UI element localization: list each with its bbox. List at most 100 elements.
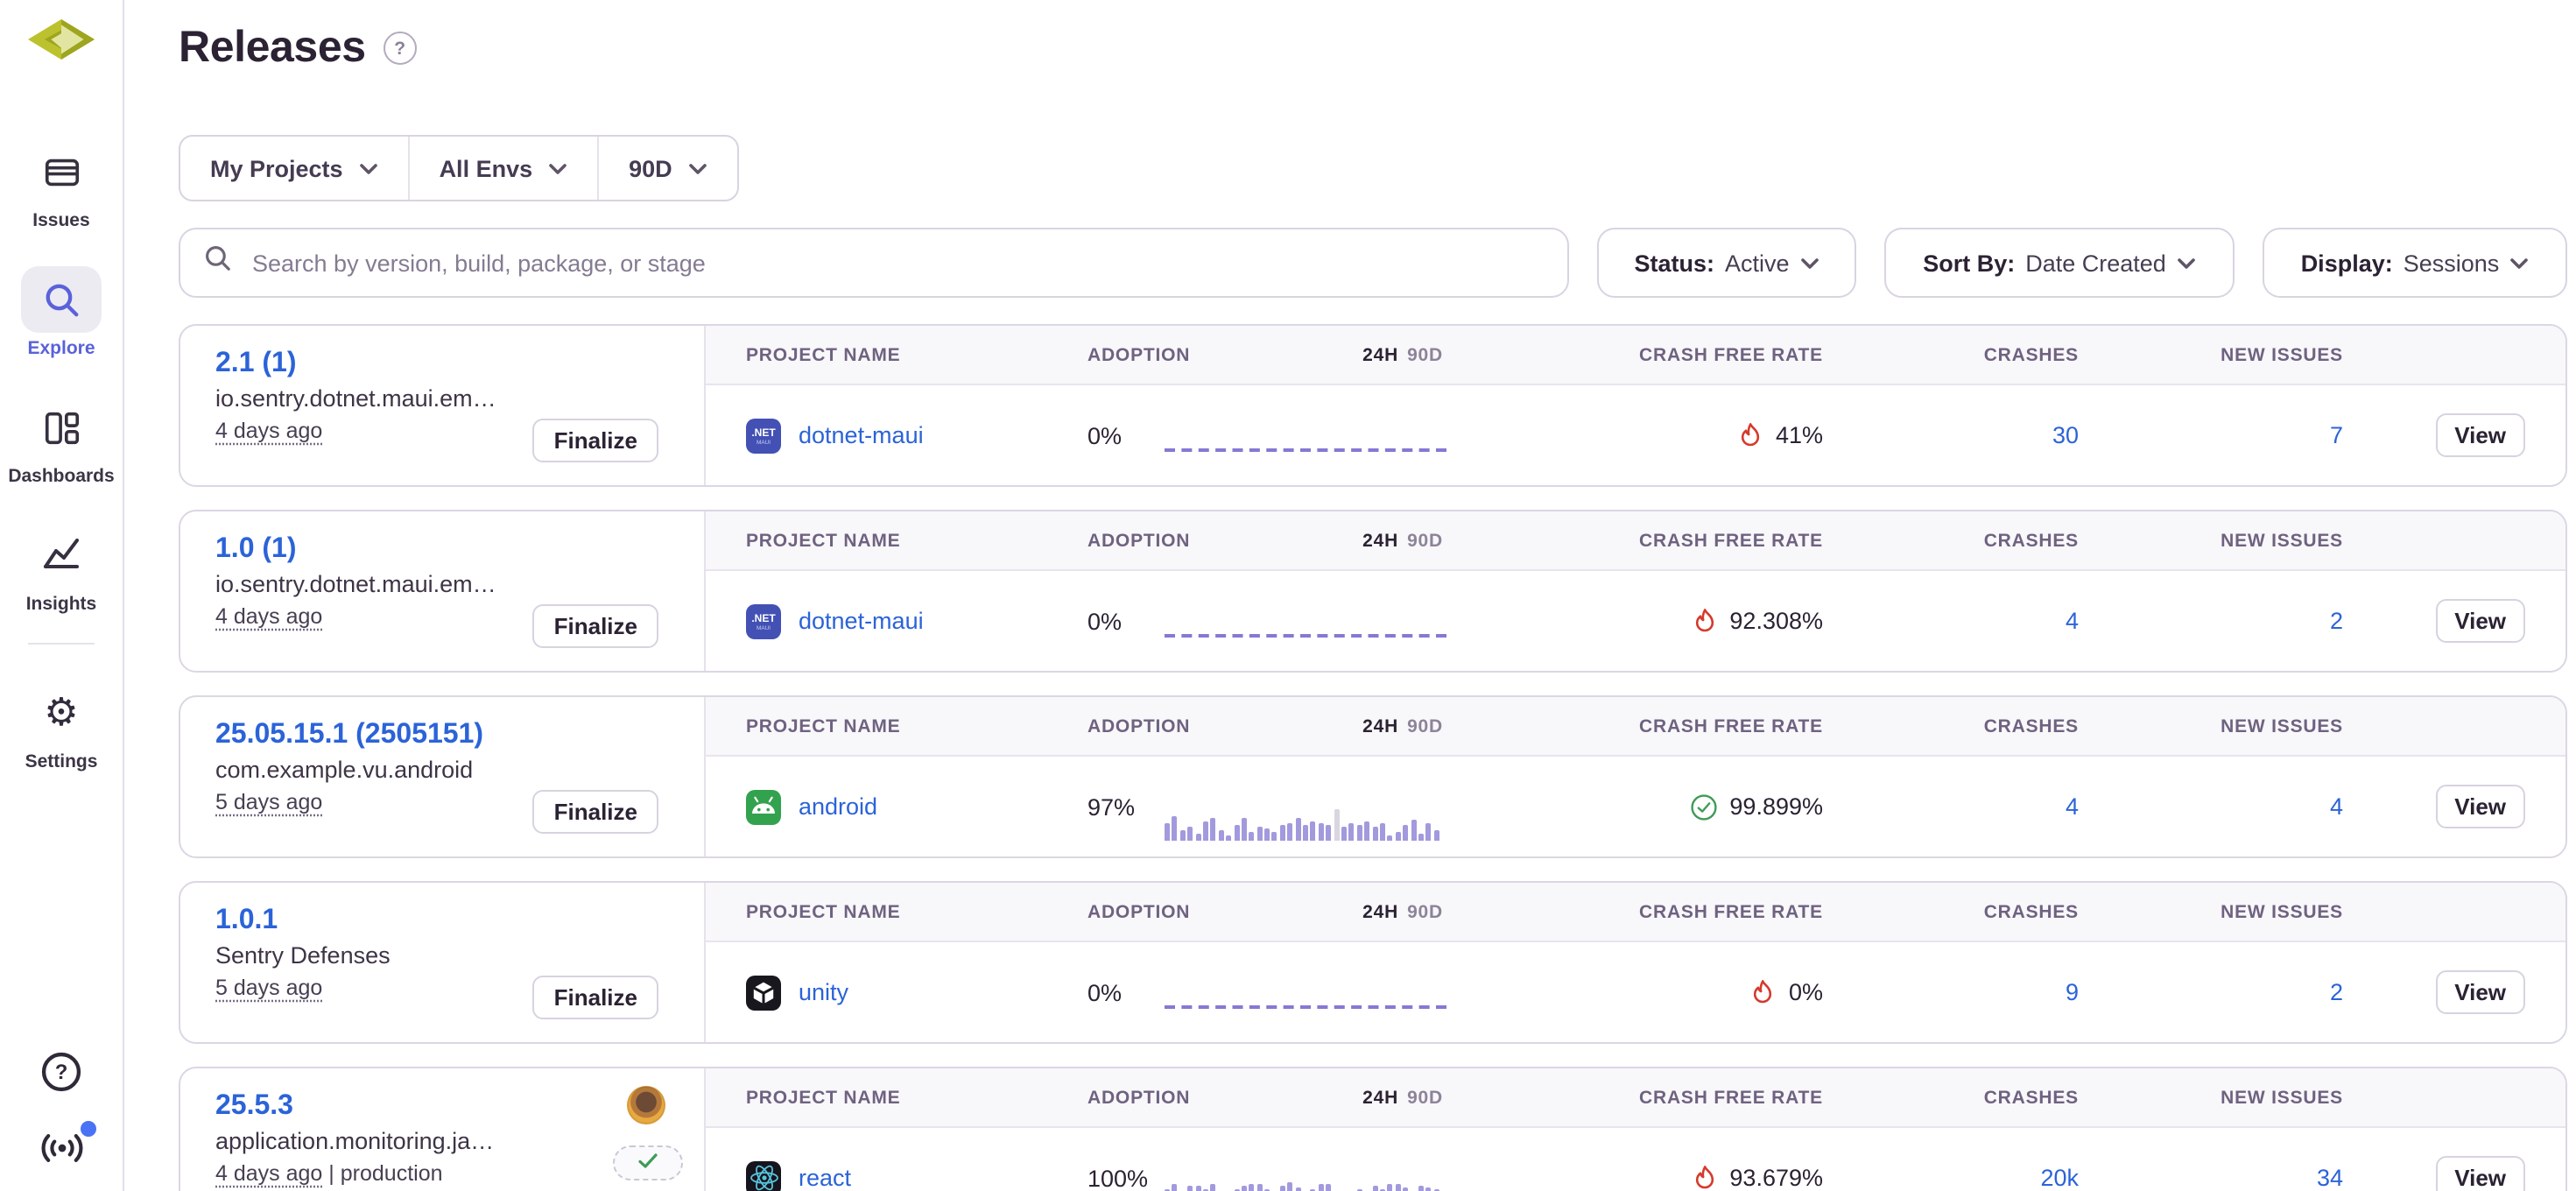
sort-by-label: Sort By: [1923,250,2015,276]
period-90d-toggle[interactable]: 90D [1407,530,1443,551]
help-button[interactable]: ? [37,1051,86,1100]
release-table-row: unity 0% 0% 9 2 View [706,942,2565,1042]
view-button[interactable]: View [2435,599,2525,643]
sidebar-item-dashboards[interactable]: Dashboards [0,394,123,487]
sentry-logo-icon[interactable] [28,19,95,68]
release-details: PROJECT NAME ADOPTION24H90D CRASH FREE R… [706,883,2565,1042]
release-table-header: PROJECT NAME ADOPTION24H90D CRASH FREE R… [706,883,2565,942]
col-adoption: ADOPTION 24H 90D [1087,715,1464,736]
release-package: com.example.vu.android [215,757,601,785]
adoption-value: 0% [1087,608,1122,634]
sidebar-footer: ? [0,1023,123,1177]
col-adoption: ADOPTION24H90D [1087,1087,1464,1108]
crashes-link[interactable]: 9 [2066,979,2079,1005]
crashes-link[interactable]: 4 [2066,793,2079,820]
sidebar-item-insights[interactable]: Insights [0,522,123,615]
period-24h-toggle[interactable]: 24H [1362,901,1398,922]
project-platform-icon [746,789,781,824]
project-link[interactable]: android [799,793,877,820]
col-adoption: ADOPTION24H90D [1087,530,1464,551]
view-button[interactable]: View [2435,413,2525,457]
crash-free-value: 99.899% [1729,793,1823,820]
col-adoption-label: ADOPTION [1087,715,1190,736]
projects-filter[interactable]: My Projects [180,137,408,200]
period-90d-toggle[interactable]: 90D [1407,344,1443,365]
sort-by-dropdown[interactable]: Sort By: Date Created [1884,228,2235,298]
col-new-issues: NEW ISSUES [2079,1087,2343,1108]
period-24h-toggle[interactable]: 24H [1362,715,1398,736]
period-24h-toggle[interactable]: 24H [1362,344,1398,365]
finalize-button[interactable]: Finalize [533,976,658,1019]
adoption-value: 100% [1087,1165,1148,1191]
status-label: Status: [1634,250,1714,276]
finalize-button[interactable]: Finalize [533,419,658,462]
view-button[interactable]: View [2435,1156,2525,1191]
release-version-link[interactable]: 1.0 (1) [215,532,297,566]
view-button[interactable]: View [2435,970,2525,1014]
col-project-name: PROJECT NAME [746,901,1087,922]
finalize-button[interactable]: Finalize [533,604,658,648]
crash-free-value: 93.679% [1729,1165,1823,1191]
new-issues-link[interactable]: 2 [2330,979,2343,1005]
col-new-issues: NEW ISSUES [2079,901,2343,922]
release-age: 4 days ago [215,419,322,443]
sort-by-value: Date Created [2025,250,2166,276]
project-link[interactable]: dotnet-maui [799,608,924,634]
release-details: PROJECT NAME ADOPTION24H90D CRASH FREE R… [706,511,2565,671]
release-age: 5 days ago [215,976,322,1000]
sidebar-item-settings[interactable]: ⚙ Settings [0,680,123,772]
period-90d-toggle[interactable]: 90D [1407,715,1443,736]
help-icon: ? [39,1048,84,1103]
avatar [627,1086,665,1124]
project-link[interactable]: react [799,1165,851,1191]
new-issues-link[interactable]: 2 [2330,608,2343,634]
new-issues-link[interactable]: 34 [2317,1165,2343,1191]
release-version-link[interactable]: 2.1 (1) [215,347,297,380]
period-24h-toggle[interactable]: 24H [1362,530,1398,551]
display-dropdown[interactable]: Display: Sessions [2263,228,2567,298]
period-24h-toggle[interactable]: 24H [1362,1087,1398,1108]
chevron-down-icon [359,162,378,174]
release-version-link[interactable]: 25.05.15.1 (2505151) [215,718,483,751]
release-version-link[interactable]: 25.5.3 [215,1089,293,1123]
check-icon [637,1147,658,1179]
release-summary: 25.5.3 application.monitoring.ja… 4 days… [180,1068,706,1191]
view-button[interactable]: View [2435,785,2525,828]
release-package: application.monitoring.ja… [215,1128,601,1156]
release-version-link[interactable]: 1.0.1 [215,904,278,937]
status-dropdown[interactable]: Status: Active [1597,228,1856,298]
project-link[interactable]: unity [799,979,848,1005]
crash-free-status-icon [1750,978,1777,1006]
release-details: PROJECT NAME ADOPTION24H90D CRASH FREE R… [706,326,2565,485]
environments-filter[interactable]: All Envs [410,137,598,200]
release-environment: production [341,1161,443,1186]
date-range-filter[interactable]: 90D [599,137,737,200]
finalize-button[interactable]: Finalize [533,790,658,834]
new-issues-link[interactable]: 4 [2330,793,2343,820]
sidebar: Issues Explore Dashboards [0,0,124,1191]
adoption-value: 0% [1087,422,1122,448]
crashes-link[interactable]: 30 [2052,422,2079,448]
sidebar-item-explore[interactable]: Explore [0,266,123,359]
environments-filter-label: All Envs [440,155,533,181]
search-input[interactable] [249,248,1545,278]
sidebar-item-issues[interactable]: Issues [0,138,123,231]
adoption-value: 97% [1087,793,1135,820]
finalized-check[interactable] [613,1145,683,1180]
period-90d-toggle[interactable]: 90D [1407,1087,1443,1108]
crashes-link[interactable]: 4 [2066,608,2079,634]
release-card: 25.5.3 application.monitoring.ja… 4 days… [179,1067,2567,1191]
col-crash-free-rate: CRASH FREE RATE [1464,715,1823,736]
crash-free-status-icon [1691,1164,1717,1191]
page-help-icon[interactable]: ? [384,32,417,65]
sidebar-item-label: Insights [26,594,97,615]
period-90d-toggle[interactable]: 90D [1407,901,1443,922]
crashes-link[interactable]: 20k [2040,1165,2079,1191]
whats-new-button[interactable] [37,1128,86,1177]
col-project-name: PROJECT NAME [746,530,1087,551]
project-platform-icon [746,1160,781,1191]
new-issues-link[interactable]: 7 [2330,422,2343,448]
release-card: 2.1 (1) io.sentry.dotnet.maui.em… 4 days… [179,324,2567,487]
crash-free-status-icon [1691,607,1717,635]
project-link[interactable]: dotnet-maui [799,422,924,448]
